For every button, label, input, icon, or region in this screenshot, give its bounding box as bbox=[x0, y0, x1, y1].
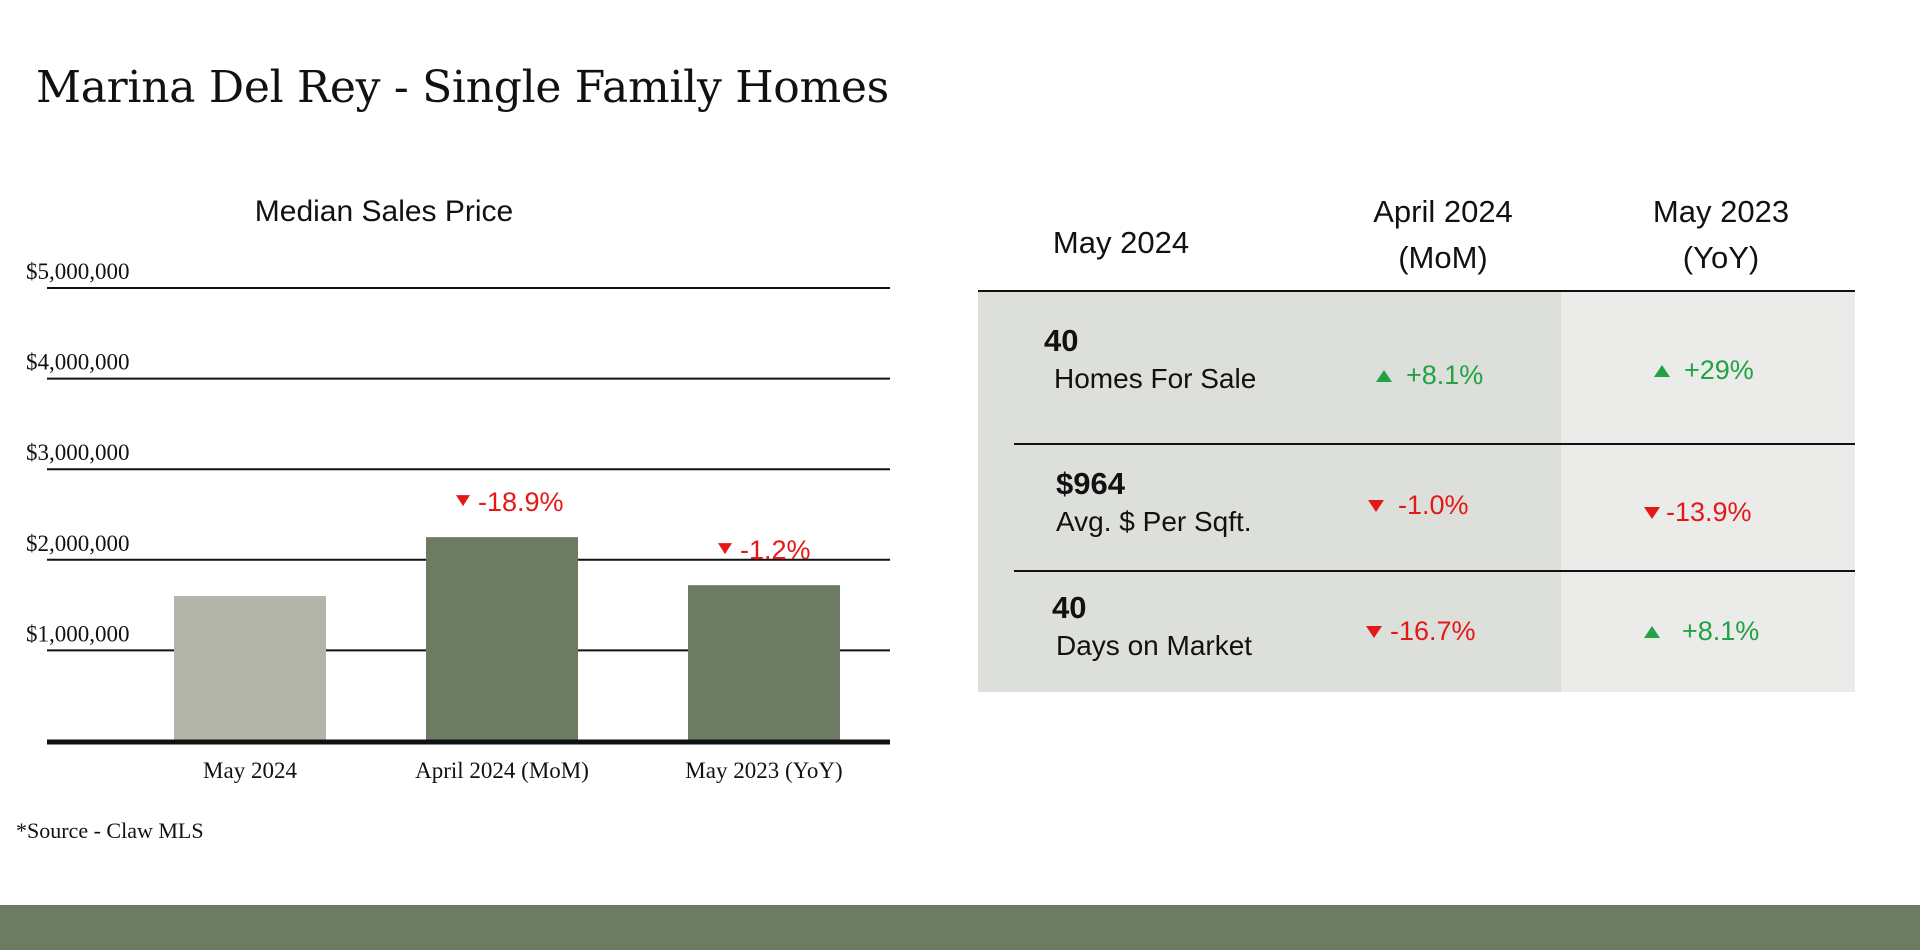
change-value: +8.1% bbox=[1682, 616, 1760, 646]
column-background-current bbox=[978, 292, 1316, 692]
header-yoy: May 2023 (YoY) bbox=[1606, 180, 1836, 290]
median-sales-price-chart: Median Sales Price $1,000,000 $2,000,000 $3… bbox=[26, 195, 890, 783]
y-tick-label: $5,000,000 bbox=[26, 259, 130, 284]
y-tick-label: $2,000,000 bbox=[26, 531, 130, 556]
bar bbox=[426, 537, 578, 741]
row-divider bbox=[1014, 443, 1855, 445]
column-background-mom bbox=[1316, 292, 1561, 692]
y-tick-label: $1,000,000 bbox=[26, 621, 130, 646]
source-note: *Source - Claw MLS bbox=[16, 818, 204, 843]
change-value: -13.9% bbox=[1666, 497, 1752, 527]
header-mom-sub: (MoM) bbox=[1398, 240, 1488, 275]
up-arrow-icon bbox=[1376, 369, 1392, 382]
row-divider bbox=[1014, 570, 1855, 572]
x-tick-label: May 2024 bbox=[203, 758, 297, 783]
metric-avg-price-per-sqft: $964 Avg. $ Per Sqft. bbox=[1056, 466, 1252, 538]
down-arrow-icon bbox=[1366, 625, 1382, 638]
metric-value: 40 bbox=[1044, 323, 1079, 358]
change-yoy-sqft: -13.9% bbox=[1644, 497, 1752, 528]
column-background-yoy bbox=[1561, 292, 1855, 692]
header-mom-label: April 2024 bbox=[1373, 194, 1513, 229]
metric-label: Avg. $ Per Sqft. bbox=[1056, 506, 1252, 537]
change-mom-sqft: -1.0% bbox=[1368, 490, 1469, 521]
change-value: +8.1% bbox=[1406, 360, 1484, 390]
change-mom-homes: +8.1% bbox=[1376, 360, 1483, 391]
y-tick-label: $3,000,000 bbox=[26, 440, 130, 465]
up-arrow-icon bbox=[1644, 625, 1660, 638]
page-title: Marina Del Rey - Single Family Homes bbox=[36, 62, 889, 113]
change-yoy-days: +8.1% bbox=[1644, 616, 1759, 647]
metric-label: Days on Market bbox=[1056, 630, 1253, 661]
header-yoy-sub: (YoY) bbox=[1682, 240, 1760, 275]
down-arrow-icon bbox=[1644, 506, 1660, 519]
bar bbox=[174, 596, 326, 741]
x-tick-label: April 2024 (MoM) bbox=[415, 758, 589, 783]
header-current-label: May 2024 bbox=[1052, 225, 1190, 260]
stats-table: May 2024 April 2024 (MoM) May 2023 (YoY)… bbox=[978, 180, 1855, 692]
change-mom-days: -16.7% bbox=[1366, 616, 1476, 647]
metric-days-on-market: 40 Days on Market bbox=[1052, 590, 1252, 662]
change-value: +29% bbox=[1684, 355, 1754, 385]
header-divider bbox=[978, 290, 1855, 292]
bar bbox=[688, 585, 840, 741]
footer-bar bbox=[0, 905, 1920, 950]
down-arrow-icon bbox=[1368, 499, 1384, 512]
header-yoy-label: May 2023 bbox=[1652, 194, 1790, 229]
bar-annotation: -1.2% bbox=[740, 535, 811, 565]
bar-annotation: -18.9% bbox=[478, 487, 564, 517]
metric-value: $964 bbox=[1056, 466, 1125, 501]
metric-homes-for-sale: 40 Homes For Sale bbox=[1044, 323, 1256, 395]
down-arrow-icon bbox=[718, 543, 732, 555]
change-value: -1.0% bbox=[1398, 490, 1469, 520]
header-mom: April 2024 (MoM) bbox=[1328, 180, 1558, 290]
down-arrow-icon bbox=[456, 495, 470, 507]
change-value: -16.7% bbox=[1390, 616, 1476, 646]
up-arrow-icon bbox=[1654, 364, 1670, 377]
metric-label: Homes For Sale bbox=[1054, 363, 1257, 394]
header-current: May 2024 bbox=[978, 188, 1264, 298]
change-yoy-homes: +29% bbox=[1654, 355, 1754, 386]
x-tick-label: May 2023 (YoY) bbox=[685, 758, 842, 783]
chart-title: Median Sales Price bbox=[255, 195, 513, 228]
metric-value: 40 bbox=[1052, 590, 1087, 625]
y-tick-label: $4,000,000 bbox=[26, 350, 130, 375]
